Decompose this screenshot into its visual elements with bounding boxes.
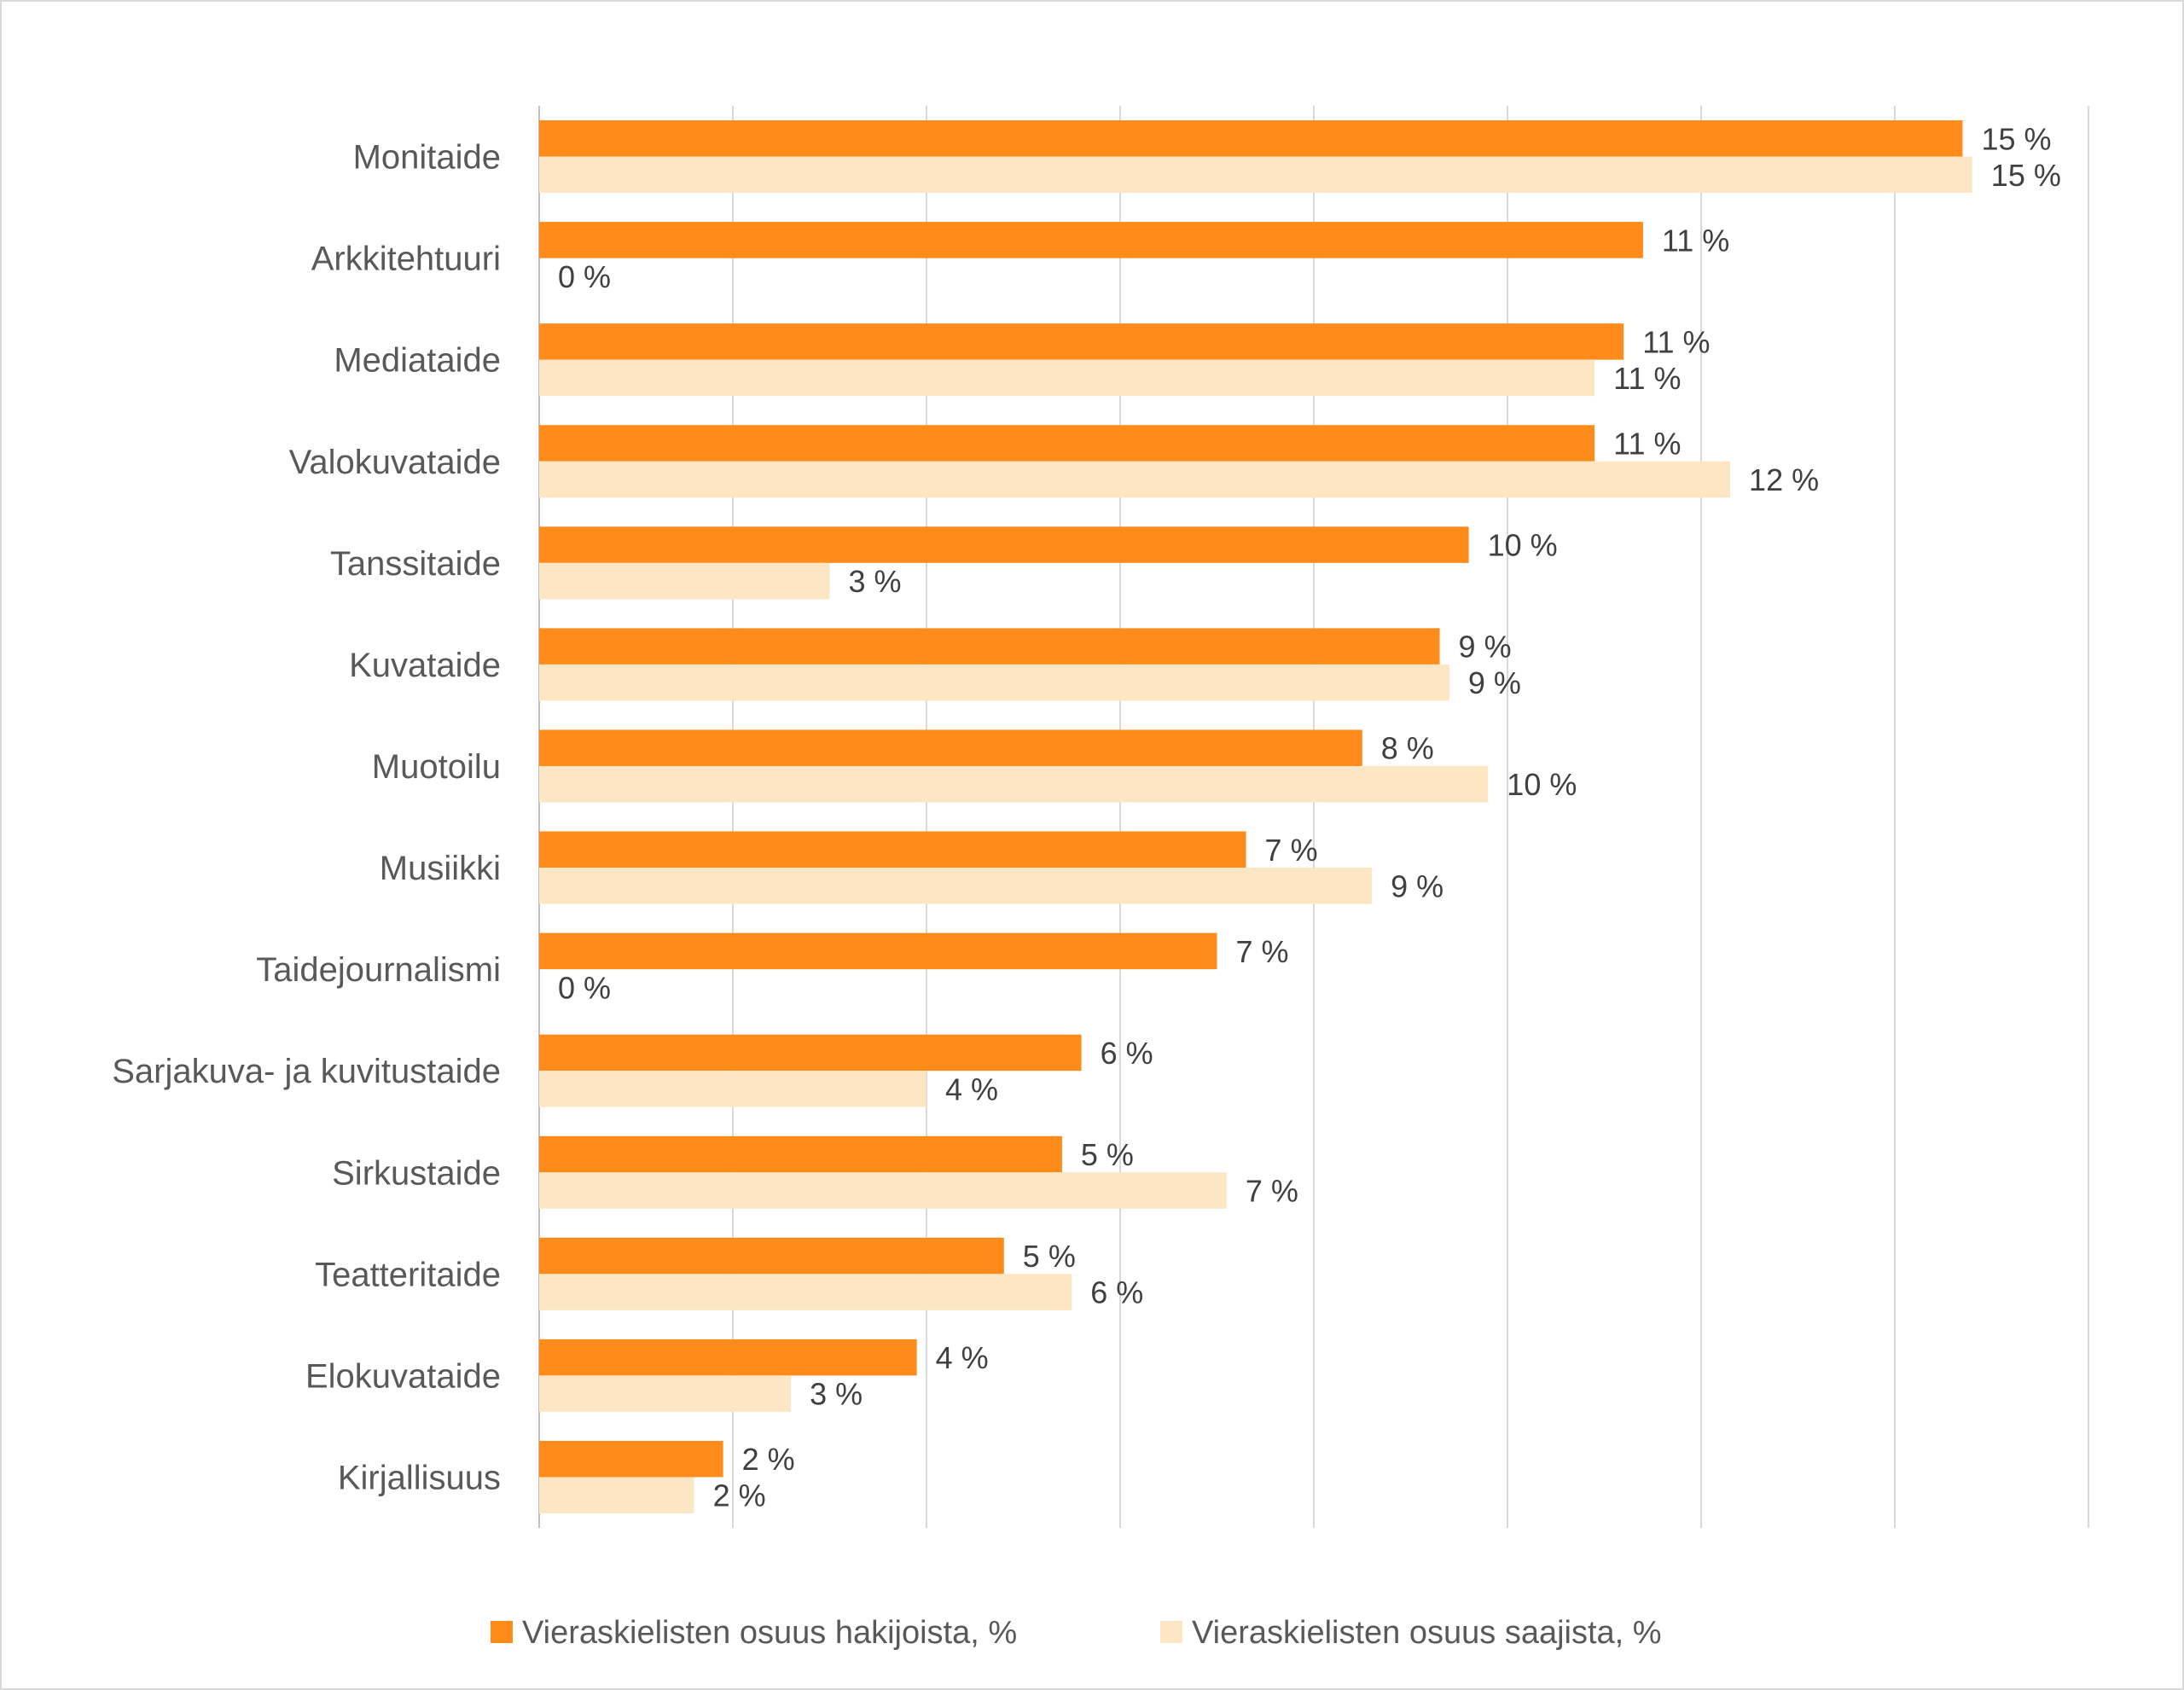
bar-hakijoista — [539, 222, 1643, 258]
data-label: 11 % — [1613, 361, 1681, 396]
data-label: 10 % — [1488, 528, 1558, 563]
category-label: Kirjallisuus — [338, 1459, 501, 1496]
bar-hakijoista — [539, 1339, 917, 1376]
bar-saajista — [539, 1071, 926, 1107]
category-label: Musiikki — [380, 850, 501, 887]
gridlines — [538, 106, 2089, 1528]
data-label: 5 % — [1081, 1137, 1134, 1172]
bars: 15 %15 %11 %0 %11 %11 %11 %12 %10 %3 %9 … — [539, 120, 2061, 1513]
data-label: 9 % — [1459, 630, 1512, 665]
data-label: 9 % — [1468, 665, 1521, 700]
bar-saajista — [539, 1477, 694, 1513]
data-label: 7 % — [1265, 833, 1318, 868]
data-label: 10 % — [1507, 767, 1577, 802]
data-label: 11 % — [1642, 324, 1710, 359]
bar-hakijoista — [539, 1440, 723, 1478]
bar-saajista — [539, 359, 1595, 397]
category-label: Muotoilu — [372, 748, 501, 786]
bar-saajista — [539, 156, 1972, 194]
category-label: Elokuvataide — [305, 1357, 501, 1395]
category-label: Sirkustaide — [332, 1154, 501, 1192]
bar-hakijoista — [539, 1135, 1062, 1173]
data-label: 3 % — [810, 1377, 863, 1412]
bar-saajista — [539, 664, 1449, 701]
data-label: 0 % — [558, 259, 611, 294]
bar-saajista — [539, 765, 1489, 803]
bar-hakijoista — [539, 425, 1595, 462]
bar-saajista — [539, 1375, 792, 1412]
bar-hakijoista — [539, 1034, 1082, 1071]
data-label: 6 % — [1090, 1275, 1143, 1310]
bar-saajista — [539, 562, 830, 600]
data-label: 4 % — [936, 1340, 989, 1375]
data-label: 15 % — [1981, 121, 2051, 156]
data-label: 0 % — [558, 970, 611, 1005]
category-label: Arkkitehtuuri — [311, 241, 501, 278]
data-label: 2 % — [742, 1442, 795, 1477]
data-label: 11 % — [1613, 427, 1681, 462]
bar-hakijoista — [539, 1237, 1004, 1275]
category-label: Teatteritaide — [315, 1256, 501, 1293]
category-label: Sarjakuva- ja kuvitustaide — [112, 1053, 501, 1090]
bar-saajista — [539, 1172, 1227, 1209]
data-label: 15 % — [1991, 158, 2061, 193]
category-label: Monitaide — [353, 139, 501, 177]
category-label: Tanssitaide — [330, 545, 501, 583]
bar-saajista — [539, 461, 1731, 498]
data-label: 12 % — [1749, 462, 1819, 497]
data-label: 8 % — [1381, 731, 1434, 766]
data-label: 9 % — [1391, 868, 1443, 903]
legend-label: Vieraskielisten osuus saajista, % — [1192, 1615, 1662, 1651]
data-label: 2 % — [713, 1478, 766, 1513]
legend-swatch — [491, 1621, 513, 1643]
legend-swatch — [1160, 1621, 1182, 1643]
bar-hakijoista — [539, 831, 1246, 868]
data-label: 5 % — [1023, 1239, 1076, 1274]
data-label: 7 % — [1246, 1174, 1298, 1209]
bar-hakijoista — [539, 628, 1440, 665]
data-label: 6 % — [1101, 1036, 1153, 1071]
category-labels: Monitaide Arkkitehtuuri Mediataide Valokuva… — [112, 139, 501, 1497]
category-label: Taidejournalismi — [256, 951, 501, 989]
bar-saajista — [539, 868, 1373, 904]
data-label: 3 % — [849, 564, 902, 599]
category-label: Mediataide — [334, 342, 501, 380]
legend-label: Vieraskielisten osuus hakijoista, % — [522, 1615, 1017, 1651]
data-label: 11 % — [1662, 223, 1729, 258]
bar-hakijoista — [539, 526, 1469, 563]
bar-saajista — [539, 1274, 1072, 1310]
bar-hakijoista — [539, 323, 1624, 360]
bar-hakijoista — [539, 120, 1963, 157]
data-label: 7 % — [1236, 934, 1289, 969]
data-label: 4 % — [945, 1071, 998, 1106]
category-label: Valokuvataide — [289, 444, 501, 481]
bar-hakijoista — [539, 932, 1217, 970]
category-label: Kuvataide — [349, 647, 501, 684]
legend: Vieraskielisten osuus hakijoista, % Viera… — [491, 1615, 1662, 1651]
bar-hakijoista — [539, 729, 1362, 766]
